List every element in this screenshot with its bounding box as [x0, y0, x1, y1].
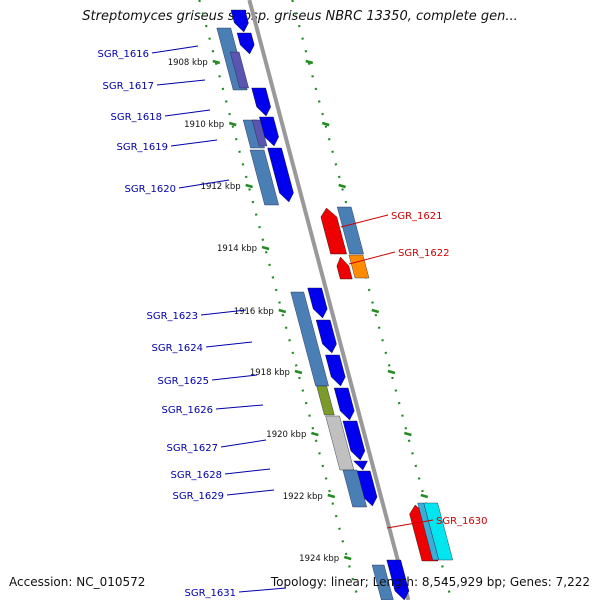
gene-label[interactable]: SGR_1621 — [391, 211, 443, 222]
gene-leader-line — [200, 309, 247, 316]
gene-label[interactable]: SGR_1625 — [158, 376, 210, 387]
gene-label[interactable]: SGR_1624 — [152, 343, 204, 354]
gene-label[interactable]: SGR_1630 — [436, 516, 488, 527]
plus-strand-arrow[interactable] — [251, 87, 271, 117]
kbp-tick — [343, 555, 352, 561]
kbp-label: 1910 kbp — [184, 120, 224, 130]
kbp-label: 1914 kbp — [217, 244, 257, 254]
gene-leader-line — [156, 79, 206, 86]
gene-leader-line — [170, 139, 218, 147]
kbp-label: 1920 kbp — [266, 430, 306, 440]
minus-strand-arrow[interactable] — [336, 256, 353, 280]
plus-strand-arrow[interactable] — [307, 287, 328, 319]
gene-leader-line — [178, 179, 230, 189]
kbp-tick — [212, 59, 221, 65]
kbp-tick-right — [371, 308, 380, 314]
gene-label[interactable]: SGR_1623 — [147, 311, 199, 322]
gene-leader-line — [215, 404, 264, 410]
kbp-tick — [261, 245, 270, 251]
gene-label[interactable]: SGR_1631 — [185, 588, 237, 599]
gene-label[interactable]: SGR_1629 — [173, 491, 225, 502]
feature-bar[interactable] — [371, 564, 394, 600]
feature-bar[interactable] — [336, 206, 364, 255]
plus-strand-arrow[interactable] — [386, 559, 410, 600]
plus-strand-arrow[interactable] — [333, 387, 355, 421]
map-title: Streptomyces griseus subsp. griseus NBRC… — [82, 9, 518, 24]
kbp-label: 1918 kbp — [250, 368, 290, 378]
genome-backbone-line — [247, 0, 411, 600]
kbp-tick — [311, 431, 319, 437]
plus-strand-arrow[interactable] — [267, 147, 294, 203]
plus-strand-arrow[interactable] — [353, 460, 368, 471]
feature-bar[interactable] — [249, 149, 279, 206]
gene-label[interactable]: SGR_1627 — [167, 443, 219, 454]
kbp-tick — [294, 369, 303, 375]
feature-bar[interactable] — [251, 119, 268, 147]
gene-leader-line — [164, 109, 211, 117]
gene-label[interactable]: SGR_1616 — [98, 49, 150, 60]
plus-strand-arrow[interactable] — [236, 32, 255, 55]
kbp-tick — [245, 183, 253, 189]
gene-leader-line — [348, 251, 396, 265]
feature-bar[interactable] — [316, 385, 335, 416]
kbp-tick — [278, 308, 287, 314]
gene-leader-line — [226, 489, 275, 496]
gene-leader-line — [340, 214, 389, 228]
gene-leader-line — [238, 587, 287, 593]
topology-text: Topology: linear; Length: 8,545,929 bp; … — [270, 575, 590, 589]
kbp-tick-right — [420, 493, 429, 499]
gene-label[interactable]: SGR_1618 — [111, 112, 163, 123]
gene-label[interactable]: SGR_1619 — [117, 142, 169, 153]
gene-leader-line — [224, 468, 271, 475]
kbp-label: 1912 kbp — [201, 182, 241, 192]
plus-strand-arrow[interactable] — [230, 9, 249, 33]
kbp-tick — [228, 121, 237, 127]
kbp-label: 1922 kbp — [283, 492, 323, 502]
kbp-tick-right — [387, 369, 396, 375]
feature-bar[interactable] — [348, 254, 370, 279]
gene-leader-line — [220, 439, 267, 448]
gene-leader-line — [211, 374, 258, 381]
kbp-tick-right — [321, 121, 330, 127]
feature-bar[interactable] — [229, 51, 249, 89]
left-dotted-boundary — [198, 0, 360, 600]
gene-leader-line — [151, 45, 199, 54]
kbp-tick-right — [305, 59, 314, 65]
plus-strand-arrow[interactable] — [342, 420, 366, 461]
plus-strand-arrow[interactable] — [325, 354, 346, 387]
feature-bar[interactable] — [342, 469, 367, 508]
accession-text: Accession: NC_010572 — [9, 575, 146, 589]
plus-strand-arrow[interactable] — [315, 319, 337, 354]
gene-leader-line — [386, 519, 434, 529]
gene-leader-line — [205, 341, 253, 348]
gene-label[interactable]: SGR_1626 — [162, 405, 214, 416]
feature-bar[interactable] — [290, 291, 329, 387]
kbp-tick-right — [404, 431, 412, 437]
gene-label[interactable]: SGR_1617 — [103, 81, 155, 92]
kbp-label: 1916 kbp — [234, 307, 274, 317]
kbp-label: 1924 kbp — [299, 554, 339, 564]
feature-bar[interactable] — [417, 502, 440, 561]
kbp-tick-right — [338, 183, 346, 189]
kbp-tick — [327, 493, 336, 499]
minus-strand-arrow[interactable] — [320, 207, 347, 255]
gene-label[interactable]: SGR_1622 — [398, 248, 450, 259]
gene-label[interactable]: SGR_1620 — [125, 184, 177, 195]
kbp-label: 1908 kbp — [168, 58, 208, 68]
gene-label[interactable]: SGR_1628 — [171, 470, 223, 481]
